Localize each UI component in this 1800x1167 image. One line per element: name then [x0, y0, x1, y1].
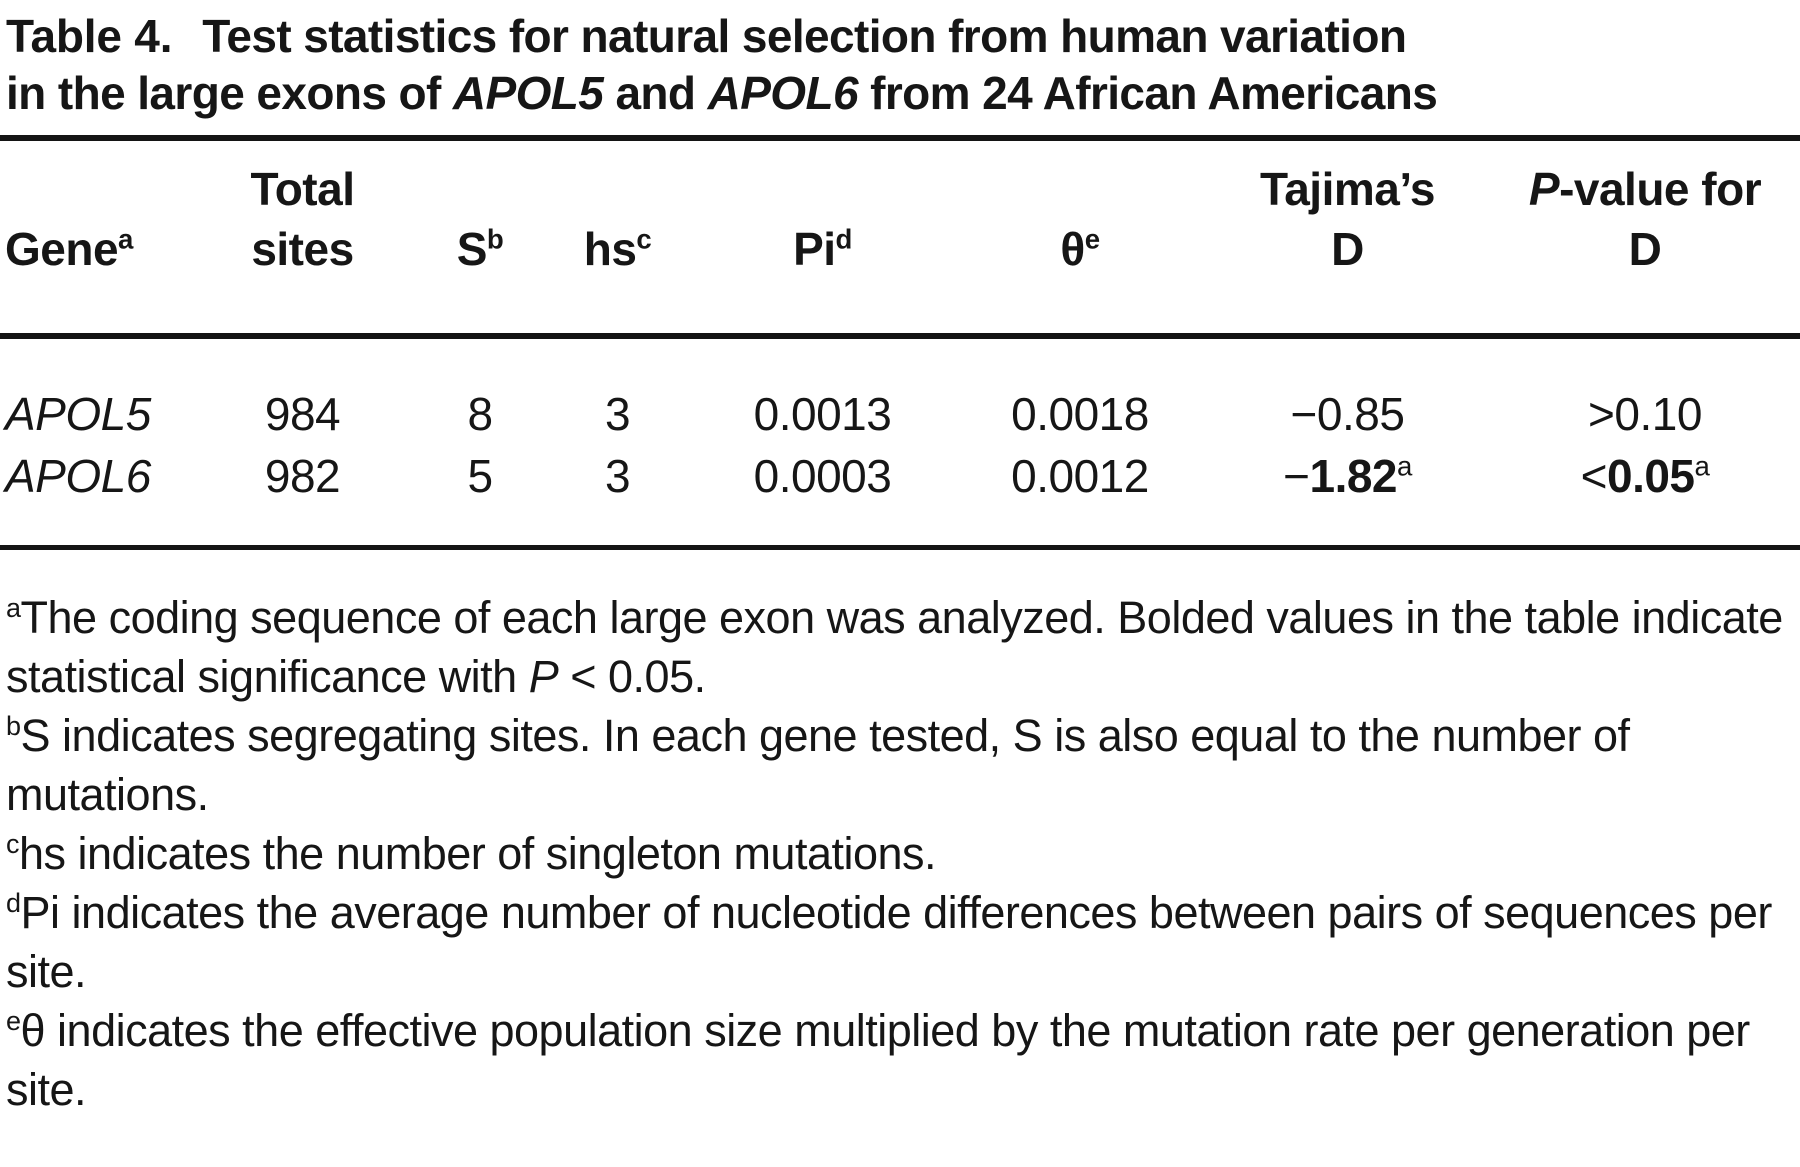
- col-header-pvalue: P-value for D: [1528, 163, 1762, 275]
- table-header-row: Genea Total sites Sb hsc Pid θe Tajima’s…: [0, 141, 1800, 333]
- col-header-pi: Pid: [793, 223, 852, 275]
- pvalue-cell: >0.10: [1588, 388, 1702, 440]
- pi-cell: 0.0013: [753, 388, 892, 440]
- theta-cell: 0.0018: [1011, 388, 1149, 440]
- table-title: Table 4. Test statistics for natural sele…: [0, 0, 1800, 122]
- col-header-tajimas-d: Tajima’s D: [1260, 163, 1435, 275]
- title-line-2: in the large exons of APOL5 and APOL6 fr…: [6, 65, 1792, 122]
- title-text-2a: in the large exons of: [6, 67, 453, 119]
- footnote-c: chs indicates the number of singleton mu…: [6, 828, 937, 879]
- table-body: APOL5 984 8 3 0.0013 0.0018 −0.85 >0.10 …: [0, 339, 1800, 545]
- col-header-s: Sb: [456, 223, 504, 275]
- title-line-1: Table 4. Test statistics for natural sele…: [6, 8, 1792, 65]
- pi-cell: 0.0003: [753, 450, 892, 502]
- table-top-rule: [0, 135, 1800, 141]
- tajima-d-cell: −1.82a: [1283, 450, 1412, 502]
- gene-name-apol5: APOL5: [452, 67, 604, 119]
- gene-cell: APOL5: [5, 388, 151, 440]
- table-number-label: Table 4.: [6, 10, 173, 62]
- tajima-d-cell: −0.85: [1290, 388, 1405, 440]
- gene-cell: APOL6: [5, 450, 151, 502]
- total-sites-cell: 984: [264, 388, 341, 440]
- pvalue-cell: <0.05a: [1580, 450, 1710, 502]
- s-cell: 5: [467, 450, 493, 502]
- hs-cell: 3: [604, 388, 631, 440]
- table-row-apol6: APOL6 982 5 3 0.0003 0.0012 −1.82a <0.05…: [0, 445, 1800, 507]
- footnote-d: dPi indicates the average number of nucl…: [6, 887, 1772, 997]
- col-header-hs: hsc: [583, 223, 652, 275]
- gene-name-apol6: APOL6: [707, 67, 859, 119]
- theta-cell: 0.0012: [1011, 450, 1149, 502]
- theta-symbol: θ: [1060, 223, 1085, 275]
- p-italic: P: [1528, 163, 1560, 215]
- col-header-gene: Genea: [5, 223, 133, 275]
- title-text-2b: and: [603, 67, 708, 119]
- footnote-e: eθ indicates the effective population si…: [6, 1005, 1750, 1115]
- title-text-2c: from 24 African Americans: [857, 67, 1438, 119]
- s-cell: 8: [467, 388, 493, 440]
- footnotes-section: aThe coding sequence of each large exon …: [0, 588, 1800, 1119]
- total-sites-cell: 982: [264, 450, 341, 502]
- table-row-apol5: APOL5 984 8 3 0.0013 0.0018 −0.85 >0.10: [0, 339, 1800, 445]
- footnote-b: bS indicates segregating sites. In each …: [6, 710, 1630, 820]
- table-bottom-rule: [0, 545, 1800, 550]
- footnote-a: aThe coding sequence of each large exon …: [6, 592, 1783, 702]
- col-header-theta: θe: [1060, 223, 1100, 275]
- hs-cell: 3: [604, 450, 631, 502]
- title-text-1: Test statistics for natural selection fr…: [202, 10, 1407, 62]
- table-header-rule: [0, 333, 1800, 339]
- col-header-total-sites: Total sites: [250, 163, 355, 275]
